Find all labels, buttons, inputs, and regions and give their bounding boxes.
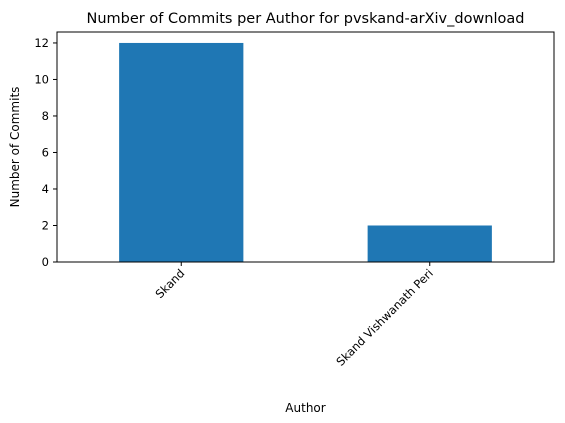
y-tick-label-2: 4 (42, 182, 49, 196)
x-axis-ticks: Skand Skand Vishwanath Peri (152, 262, 436, 369)
y-tick-label-4: 8 (42, 109, 49, 123)
plot-area-frame (56, 31, 555, 263)
x-tick-label-0: Skand (152, 266, 187, 301)
chart-title: Number of Commits per Author for pvskand… (87, 11, 525, 27)
y-axis-ticks: 0 2 4 6 8 10 12 (34, 36, 57, 269)
y-tick-label-0: 0 (42, 255, 49, 269)
x-tick-label-1: Skand Vishwanath Peri (333, 266, 435, 368)
x-axis-label: Author (285, 401, 325, 415)
y-tick-label-5: 10 (34, 72, 49, 86)
bars-group (119, 42, 492, 263)
y-tick-label-1: 2 (42, 218, 49, 232)
y-axis-label: Number of Commits (8, 87, 22, 208)
y-tick-label-6: 12 (34, 36, 49, 50)
bar-1 (367, 225, 492, 262)
bar-0 (119, 42, 244, 263)
y-tick-label-3: 6 (42, 145, 49, 159)
